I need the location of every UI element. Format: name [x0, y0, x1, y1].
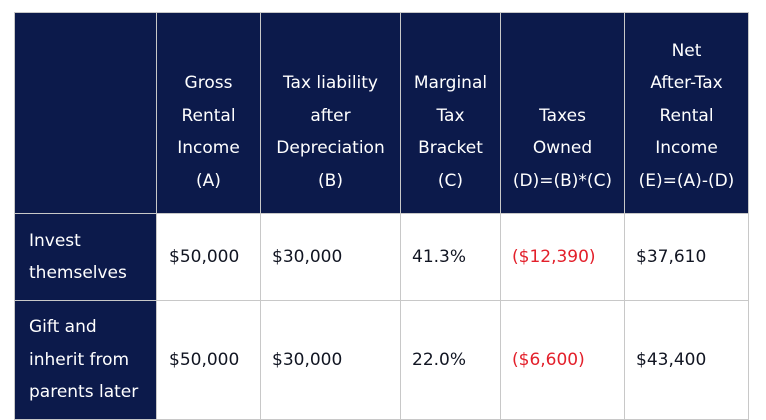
marginal-tax-bracket-cell: 41.3%: [400, 213, 501, 301]
rental-income-comparison-table: Gross Rental Income (A) Tax liability af…: [14, 12, 749, 420]
table-header: Gross Rental Income (A) Tax liability af…: [14, 12, 749, 214]
row-label-cell: Gift and inherit from parents later: [14, 300, 157, 420]
marginal-tax-bracket-cell: 22.0%: [400, 300, 501, 420]
header-label: Marginal Tax Bracket (C): [413, 73, 488, 191]
header-label: Tax liability after Depreciation (B): [276, 73, 385, 191]
header-label: Taxes Owned (D)=(B)*(C): [512, 105, 613, 191]
header-tax-liability: Tax liability after Depreciation (B): [260, 12, 401, 214]
tax-liability-cell: $30,000: [260, 213, 401, 301]
header-label: Net After-Tax Rental Income (E)=(A)-(D): [638, 40, 735, 191]
row-label: Gift and inherit from parents later: [29, 317, 139, 403]
row-label: Invest themselves: [29, 230, 127, 284]
header-corner-cell: [14, 12, 157, 214]
gross-rental-income-cell: $50,000: [156, 300, 261, 420]
taxes-owned-cell: ($6,600): [500, 300, 625, 420]
header-net-after-tax-income: Net After-Tax Rental Income (E)=(A)-(D): [624, 12, 749, 214]
table-row: Gift and inherit from parents later $50,…: [14, 300, 749, 420]
table-body: Invest themselves $50,000 $30,000 41.3% …: [14, 213, 749, 420]
net-income-cell: $43,400: [624, 300, 749, 420]
taxes-owned-cell: ($12,390): [500, 213, 625, 301]
header-gross-rental-income: Gross Rental Income (A): [156, 12, 261, 214]
row-label-cell: Invest themselves: [14, 213, 157, 301]
net-income-cell: $37,610: [624, 213, 749, 301]
header-marginal-tax-bracket: Marginal Tax Bracket (C): [400, 12, 501, 214]
header-taxes-owned: Taxes Owned (D)=(B)*(C): [500, 12, 625, 214]
gross-rental-income-cell: $50,000: [156, 213, 261, 301]
header-row: Gross Rental Income (A) Tax liability af…: [14, 12, 749, 214]
header-label: Gross Rental Income (A): [177, 73, 240, 191]
tax-liability-cell: $30,000: [260, 300, 401, 420]
table-row: Invest themselves $50,000 $30,000 41.3% …: [14, 213, 749, 301]
